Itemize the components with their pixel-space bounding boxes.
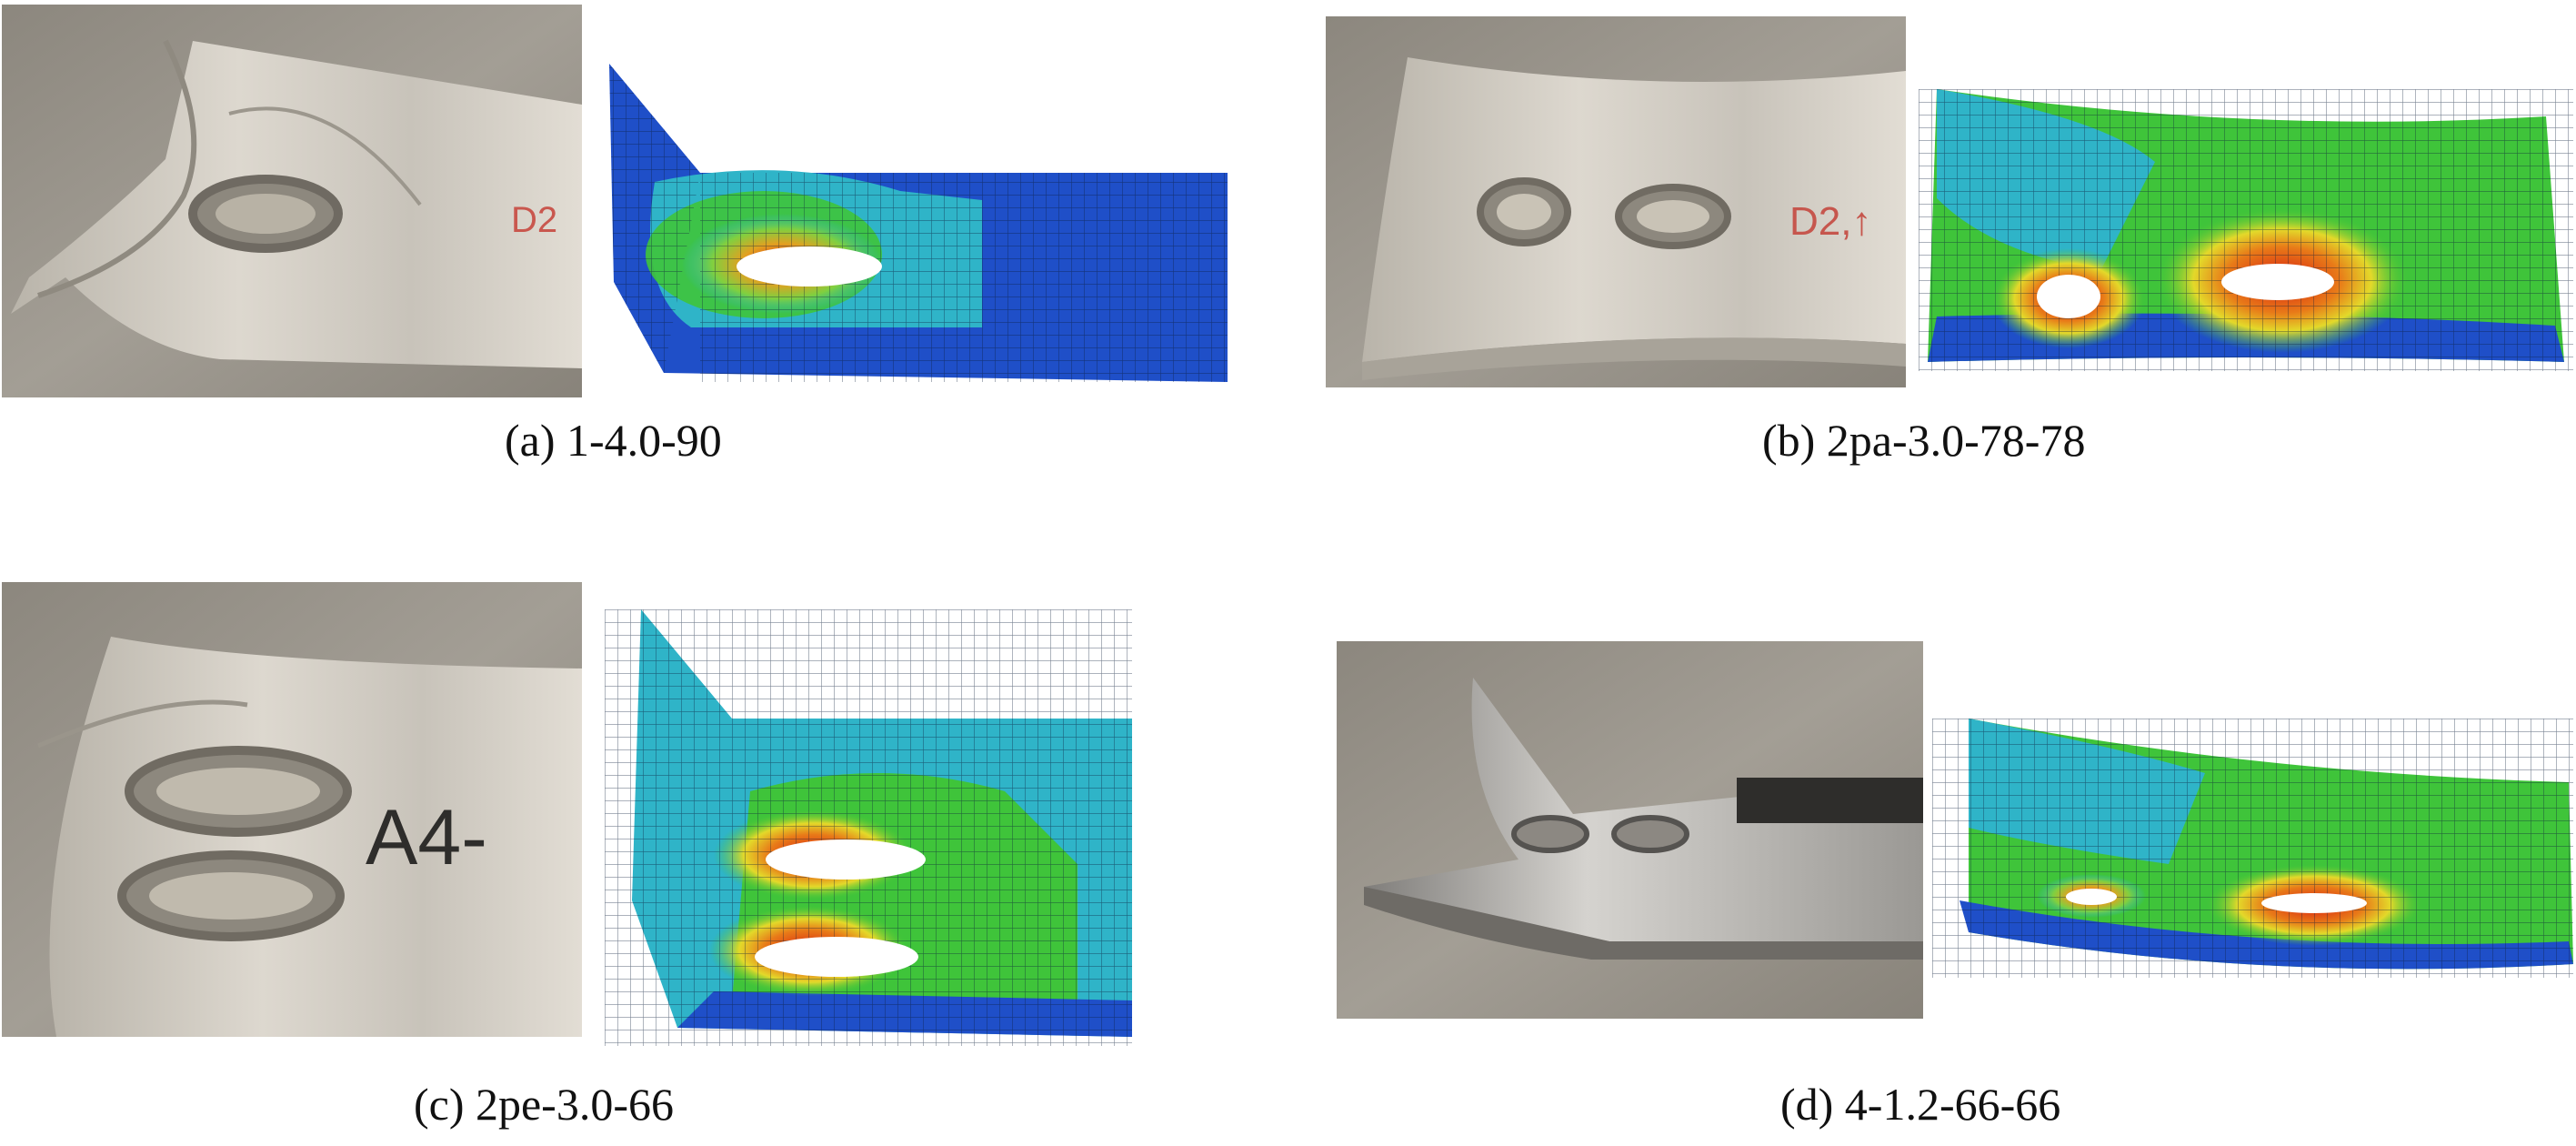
photo-mark-b: D2,↑ <box>1789 199 1871 244</box>
photo-mark-c: A4- <box>366 794 487 881</box>
fem-model-b <box>1919 89 2573 371</box>
specimen-photo-d <box>1337 641 1923 1019</box>
caption-c: (c) 2pe-3.0-66 <box>414 1079 674 1130</box>
caption-b: (b) 2pa-3.0-78-78 <box>1762 415 2086 466</box>
fem-model-d <box>1932 719 2573 978</box>
caption-a: (a) 1-4.0-90 <box>505 415 722 466</box>
caption-d: (d) 4-1.2-66-66 <box>1780 1079 2061 1130</box>
specimen-photo-a: D2 <box>2 5 582 397</box>
fem-model-a <box>600 55 1228 391</box>
photo-mark-a: D2 <box>511 200 557 240</box>
specimen-photo-c: A4- <box>2 582 582 1037</box>
fem-model-c <box>605 609 1132 1046</box>
specimen-photo-b: D2,↑ <box>1326 16 1906 387</box>
